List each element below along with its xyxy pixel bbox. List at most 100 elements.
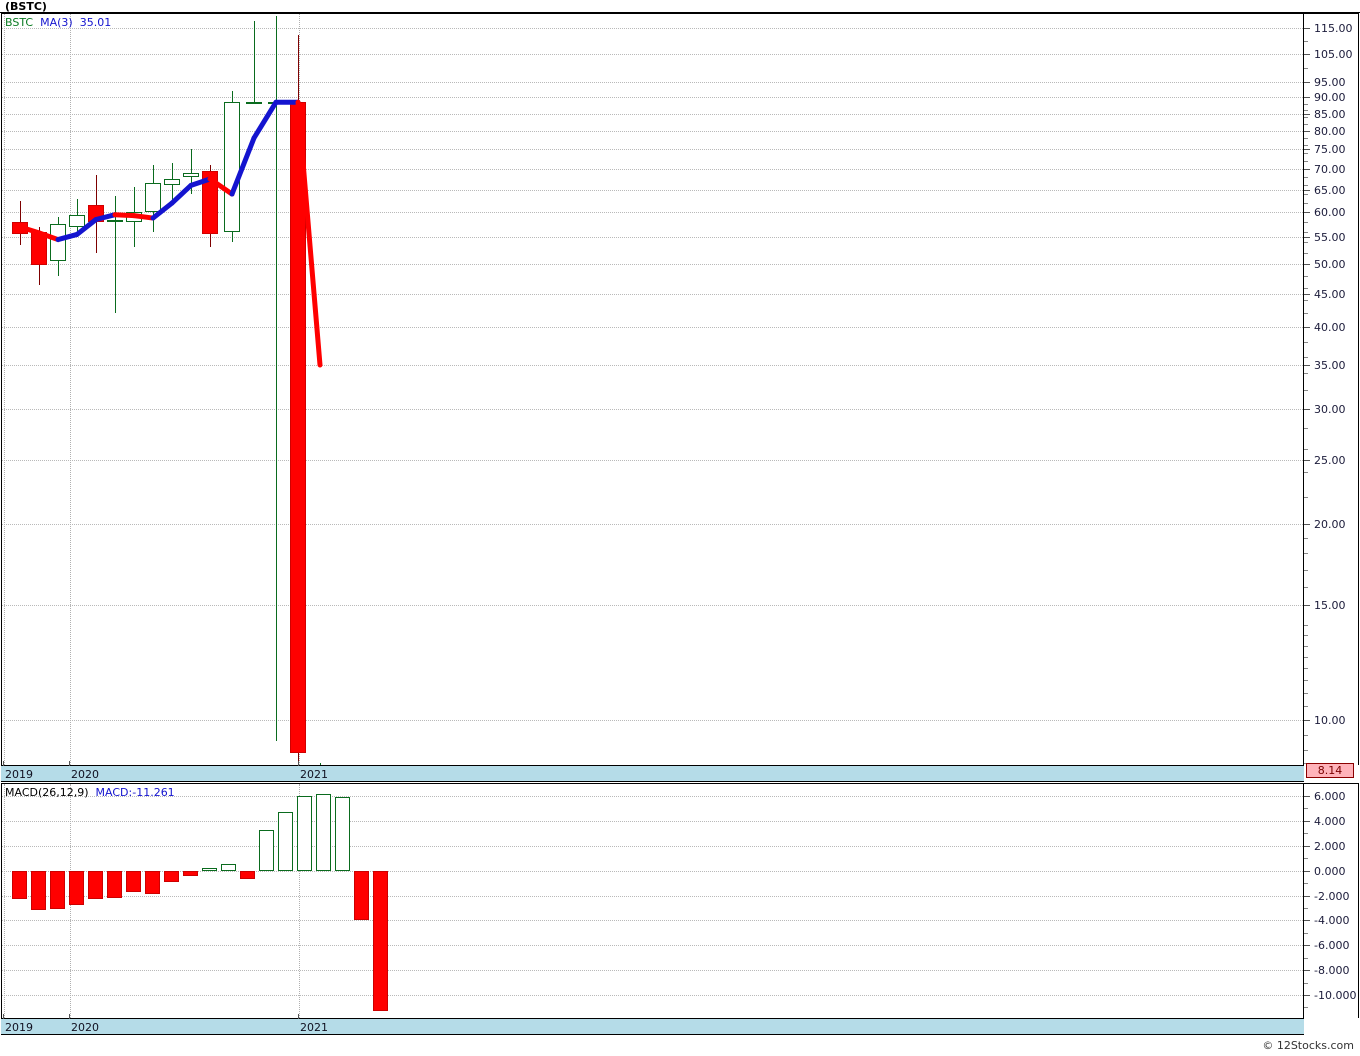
price-tick-label: 45.00 bbox=[1314, 287, 1346, 301]
price-hgrid bbox=[2, 293, 1303, 295]
price-tick-label: 75.00 bbox=[1314, 143, 1346, 157]
price-minor-tick bbox=[1304, 656, 1308, 658]
macd-hgrid bbox=[2, 970, 1303, 972]
price-hgrid bbox=[2, 605, 1303, 607]
price-hgrid bbox=[2, 189, 1303, 191]
price-tick-mark bbox=[1304, 365, 1310, 367]
macd-bar bbox=[12, 870, 27, 900]
price-minor-tick bbox=[1304, 313, 1308, 315]
price-minor-tick bbox=[1304, 123, 1308, 125]
price-y-axis[interactable]: 115.00 105.00 95.00 90.00 85.00 80.00 75.00 70.… bbox=[1304, 13, 1359, 765]
price-minor-tick bbox=[1304, 116, 1308, 118]
candle-body bbox=[107, 219, 123, 222]
price-tick-mark bbox=[1304, 605, 1310, 607]
macd-y-axis[interactable]: 6.000 4.000 2.000 0.000 -2.000 -4.000 -6.000 -8… bbox=[1304, 783, 1359, 1018]
copyright-label: © 12Stocks.com bbox=[1262, 1039, 1354, 1052]
ma-segment-down bbox=[17, 224, 42, 236]
macd-year-label: 2020 bbox=[71, 1021, 99, 1034]
macd-plot-area[interactable]: MACD(26,12,9) MACD:-11.261 bbox=[1, 783, 1304, 1018]
macd-bar bbox=[259, 829, 274, 871]
macd-hgrid bbox=[2, 895, 1303, 897]
price-tick-mark bbox=[1304, 168, 1310, 170]
price-minor-tick bbox=[1304, 194, 1308, 196]
macd-bar bbox=[221, 864, 236, 871]
price-minor-tick bbox=[1304, 242, 1308, 244]
macd-bar bbox=[240, 870, 255, 880]
macd-hgrid bbox=[2, 920, 1303, 922]
price-minor-tick bbox=[1304, 137, 1308, 139]
price-hgrid bbox=[2, 82, 1303, 84]
macd-tick-label: -10.000 bbox=[1314, 989, 1357, 1002]
macd-year-tick bbox=[69, 1014, 70, 1019]
price-tick-mark bbox=[1304, 130, 1310, 132]
macd-bar bbox=[335, 797, 350, 871]
macd-tick-label: 6.000 bbox=[1314, 790, 1346, 803]
price-tick-label: 95.00 bbox=[1314, 76, 1346, 90]
price-tick-mark bbox=[1304, 149, 1310, 151]
ma-segment-up bbox=[169, 182, 194, 206]
price-minor-tick bbox=[1304, 185, 1308, 187]
macd-minor-tick bbox=[1304, 883, 1308, 885]
titlebar-divider bbox=[0, 12, 1360, 13]
price-minor-tick bbox=[1304, 40, 1308, 42]
macd-tick-mark bbox=[1304, 920, 1310, 922]
macd-panel: MACD(26,12,9) MACD:-11.261 6.000 4.000 2.00… bbox=[0, 783, 1360, 1035]
macd-bar bbox=[88, 870, 103, 899]
macd-tick-label: 4.000 bbox=[1314, 814, 1346, 828]
price-hgrid bbox=[2, 97, 1303, 99]
macd-tick-mark bbox=[1304, 845, 1310, 847]
ma-segment-up bbox=[93, 212, 118, 223]
price-x-axis-dateband[interactable]: 2019 2020 2021 bbox=[1, 761, 1304, 782]
price-minor-tick bbox=[1304, 569, 1308, 571]
macd-legend-name: MACD(26,12,9) bbox=[5, 786, 89, 799]
price-tick-label: 115.00 bbox=[1314, 22, 1353, 35]
price-vgrid bbox=[4, 14, 5, 765]
price-tick-label: 40.00 bbox=[1314, 321, 1346, 335]
price-tick-label: 105.00 bbox=[1314, 47, 1353, 61]
macd-tick-mark bbox=[1304, 895, 1310, 897]
ma-segment-down bbox=[207, 176, 235, 197]
price-hgrid bbox=[2, 720, 1303, 721]
macd-tick-label: -4.000 bbox=[1314, 914, 1350, 928]
macd-bar bbox=[107, 870, 122, 898]
legend-indicator: MA(3) bbox=[40, 16, 73, 29]
price-minor-tick bbox=[1304, 706, 1308, 708]
ma-segment-up bbox=[74, 217, 99, 237]
macd-x-axis-dateband[interactable]: 2019 2020 2021 bbox=[1, 1014, 1304, 1035]
macd-tick-mark bbox=[1304, 820, 1310, 822]
price-minor-tick bbox=[1304, 449, 1308, 451]
macd-hgrid bbox=[2, 845, 1303, 847]
macd-vgrid bbox=[299, 784, 300, 1018]
macd-tick-mark bbox=[1304, 945, 1310, 947]
ma-segment-up bbox=[229, 135, 257, 197]
price-tick-mark bbox=[1304, 327, 1310, 329]
macd-hgrid bbox=[2, 945, 1303, 947]
macd-tick-label: 2.000 bbox=[1314, 839, 1346, 853]
ma-segment-down bbox=[131, 213, 156, 221]
price-hgrid bbox=[2, 149, 1303, 151]
price-tick-mark bbox=[1304, 720, 1310, 721]
price-hgrid bbox=[2, 212, 1303, 214]
macd-tick-mark bbox=[1304, 796, 1310, 797]
last-price-badge: 8.14 bbox=[1306, 763, 1354, 778]
price-minor-tick bbox=[1304, 586, 1308, 588]
macd-tick-label: -6.000 bbox=[1314, 939, 1350, 953]
price-tick-label: 55.00 bbox=[1314, 230, 1346, 244]
candle-body bbox=[246, 102, 262, 105]
price-plot-area[interactable]: BSTC MA(3) 35.01 bbox=[1, 13, 1304, 765]
macd-bar bbox=[164, 870, 179, 882]
price-minor-tick bbox=[1304, 152, 1308, 154]
macd-tick-mark bbox=[1304, 970, 1310, 972]
candle-body bbox=[202, 170, 218, 235]
price-minor-tick bbox=[1304, 624, 1308, 626]
candle-wick bbox=[276, 15, 277, 741]
macd-bar bbox=[145, 870, 160, 894]
price-minor-tick bbox=[1304, 176, 1308, 178]
price-minor-tick bbox=[1304, 680, 1308, 682]
macd-legend: MACD(26,12,9) MACD:-11.261 bbox=[5, 786, 182, 799]
macd-legend-value: MACD:-11.261 bbox=[95, 786, 175, 799]
price-tick-mark bbox=[1304, 212, 1310, 214]
price-minor-tick bbox=[1304, 110, 1308, 112]
price-tick-label: 70.00 bbox=[1314, 162, 1346, 176]
ma-segment-down bbox=[112, 212, 137, 219]
